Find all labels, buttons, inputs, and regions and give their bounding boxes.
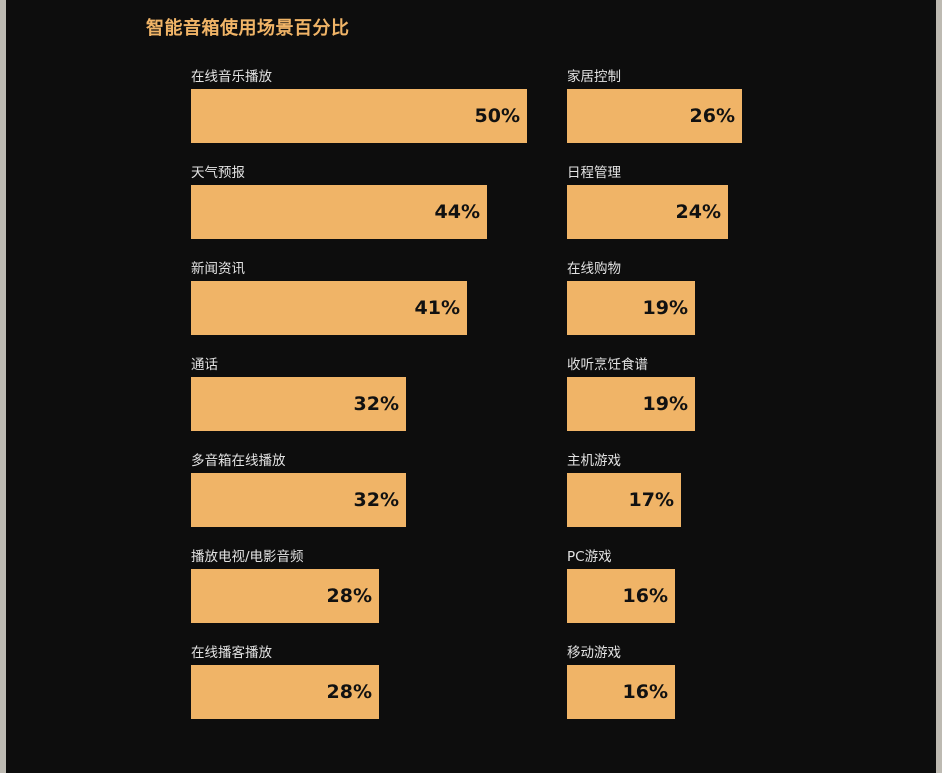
- bar-label: 在线购物: [567, 261, 621, 277]
- bar: 50%: [191, 89, 527, 143]
- bar-label: 在线音乐播放: [191, 69, 272, 85]
- bar-value-label: 16%: [622, 585, 668, 607]
- bar-label: 移动游戏: [567, 645, 621, 661]
- bar: 19%: [567, 281, 695, 335]
- bar-value-label: 16%: [622, 681, 668, 703]
- bar-value-label: 44%: [434, 201, 480, 223]
- bar-value-label: 32%: [353, 393, 399, 415]
- bar-value-label: 41%: [414, 297, 460, 319]
- bar: 28%: [191, 569, 379, 623]
- bar-label: 家居控制: [567, 69, 621, 85]
- chart-title: 智能音箱使用场景百分比: [146, 18, 350, 39]
- bar: 28%: [191, 665, 379, 719]
- bar: 26%: [567, 89, 742, 143]
- bar: 19%: [567, 377, 695, 431]
- bar-value-label: 32%: [353, 489, 399, 511]
- bar-value-label: 50%: [474, 105, 520, 127]
- bar-label: 通话: [191, 357, 218, 373]
- bar-label: 主机游戏: [567, 453, 621, 469]
- bar-label: PC游戏: [567, 549, 612, 565]
- bar: 32%: [191, 377, 406, 431]
- bar-label: 日程管理: [567, 165, 621, 181]
- bar: 32%: [191, 473, 406, 527]
- bar-value-label: 19%: [642, 297, 688, 319]
- bar-label: 在线播客播放: [191, 645, 272, 661]
- bar-label: 新闻资讯: [191, 261, 245, 277]
- bar-label: 播放电视/电影音频: [191, 549, 304, 565]
- bar: 24%: [567, 185, 728, 239]
- bar: 16%: [567, 569, 675, 623]
- bar-value-label: 17%: [628, 489, 674, 511]
- bar: 41%: [191, 281, 467, 335]
- bar-label: 收听烹饪食谱: [567, 357, 648, 373]
- bar-value-label: 28%: [326, 585, 372, 607]
- bar-value-label: 24%: [675, 201, 721, 223]
- bar-label: 天气预报: [191, 165, 245, 181]
- bar-label: 多音箱在线播放: [191, 453, 286, 469]
- bar: 44%: [191, 185, 487, 239]
- bar-value-label: 28%: [326, 681, 372, 703]
- bar: 16%: [567, 665, 675, 719]
- bar: 17%: [567, 473, 681, 527]
- bar-value-label: 26%: [689, 105, 735, 127]
- bar-value-label: 19%: [642, 393, 688, 415]
